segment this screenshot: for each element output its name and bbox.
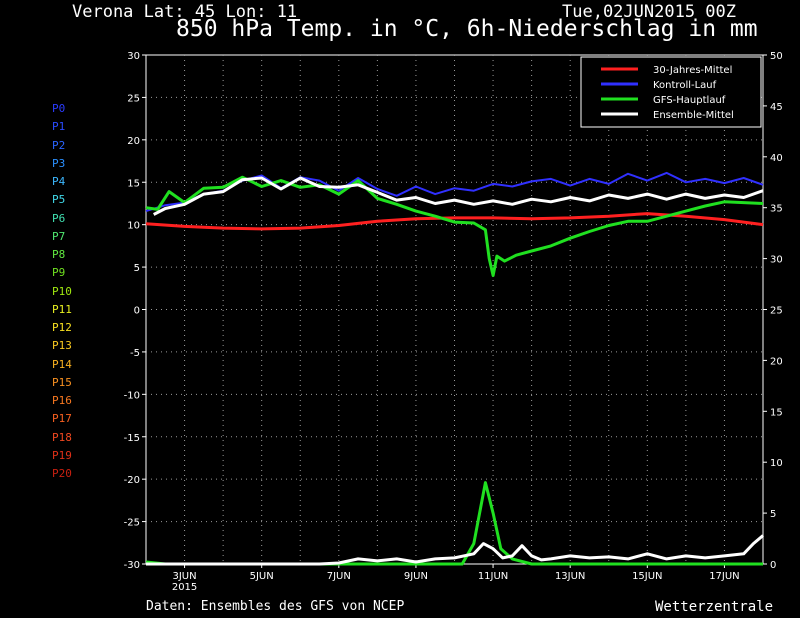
member-label-p9: P9 <box>52 266 66 280</box>
series-line-ensemble-mittel-right <box>146 534 764 566</box>
x-year-label: 2015 <box>172 582 197 593</box>
member-label-p17: P17 <box>52 412 72 426</box>
member-label-p18: P18 <box>52 430 72 444</box>
x-tick-label: 5JUN <box>250 571 274 582</box>
y-left-tick-label: 20 <box>127 136 140 147</box>
data-credit: Daten: Ensembles des GFS von NCEP <box>146 599 405 614</box>
y-left-tick-label: -10 <box>124 390 140 401</box>
ensemble-member-list: P0 P1 P2 P3 P4 P5 P6 P7 P8 P9 P10 P11 P12 P13 P14 P15 P1… <box>52 100 72 483</box>
member-label-p0: P0 <box>52 102 66 115</box>
y-right-tick-label: 15 <box>770 407 783 418</box>
y-right-tick-label: 45 <box>770 102 783 113</box>
y-right-tick-label: 25 <box>770 306 783 317</box>
chart-title: 850 hPa Temp. in °C, 6h-Niederschlag in … <box>176 16 758 42</box>
series-line-ensemble-mittel-left <box>153 176 764 216</box>
y-left-tick-label: -25 <box>124 518 140 529</box>
location-label: Verona Lat: 45 Lon: 11 <box>72 2 298 22</box>
member-label-p6: P6 <box>52 211 66 225</box>
y-left-tick-label: 30 <box>127 51 140 62</box>
y-right-tick-label: 50 <box>770 51 783 62</box>
y-right-tick-label: 5 <box>770 509 776 520</box>
y-right-tick-label: 40 <box>770 153 783 164</box>
y-left-tick-label: 5 <box>134 263 140 274</box>
x-tick-label: 17JUN <box>709 571 739 582</box>
series-lines <box>145 171 764 566</box>
plot-area <box>145 54 764 565</box>
member-label-p8: P8 <box>52 248 66 261</box>
member-label-p12: P12 <box>52 321 72 334</box>
member-label-p1: P1 <box>52 120 66 134</box>
member-label-p20: P20 <box>52 467 72 480</box>
x-tick-label: 7JUN <box>327 571 351 582</box>
member-label-p13: P13 <box>52 339 72 353</box>
y-left-tick-label: -30 <box>124 560 140 571</box>
x-tick-label: 13JUN <box>555 571 585 582</box>
member-label-p19: P19 <box>52 448 72 462</box>
y-left-tick-label: 10 <box>127 221 140 232</box>
member-label-p2: P2 <box>52 138 66 152</box>
y-left-tick-label: 0 <box>134 306 140 317</box>
x-tick-label: 3JUN <box>173 571 197 582</box>
y-right-tick-label: 35 <box>770 204 783 215</box>
series-line-30-jahres-mittel-left <box>145 212 764 231</box>
member-label-p11: P11 <box>52 302 72 316</box>
y-left-tick-label: 15 <box>127 178 140 189</box>
member-label-p15: P15 <box>52 375 72 389</box>
member-label-p16: P16 <box>52 394 72 407</box>
y-right-tick-label: 30 <box>770 255 783 266</box>
y-left-tick-label: -5 <box>130 348 140 359</box>
legend-label: Ensemble-Mittel <box>653 110 734 121</box>
member-label-p7: P7 <box>52 229 66 243</box>
member-label-p10: P10 <box>52 284 72 298</box>
y-right-tick-label: 20 <box>770 356 783 367</box>
legend-label: Kontroll-Lauf <box>653 80 717 91</box>
x-tick-label: 15JUN <box>632 571 662 582</box>
y-left-tick-label: -20 <box>124 475 140 486</box>
member-label-p3: P3 <box>52 156 66 170</box>
legend-label: 30-Jahres-Mittel <box>653 65 732 76</box>
y-left-tick-label: 25 <box>127 93 140 104</box>
member-label-p4: P4 <box>52 175 66 188</box>
member-label-p14: P14 <box>52 357 72 371</box>
legend: 30-Jahres-Mittel Kontroll-Lauf GFS-Hauptla… <box>580 56 762 128</box>
legend-label: GFS-Hauptlauf <box>653 95 726 106</box>
brand-label: Wetterzentrale <box>655 599 774 615</box>
y-left-tick-label: -15 <box>124 433 140 444</box>
x-tick-label: 9JUN <box>404 571 428 582</box>
run-date-label: Tue,02JUN2015 00Z <box>562 2 736 22</box>
member-label-p5: P5 <box>52 193 66 207</box>
y-right-tick-label: 0 <box>770 560 776 571</box>
y-right-tick-label: 10 <box>770 458 783 469</box>
x-tick-label: 11JUN <box>478 571 508 582</box>
